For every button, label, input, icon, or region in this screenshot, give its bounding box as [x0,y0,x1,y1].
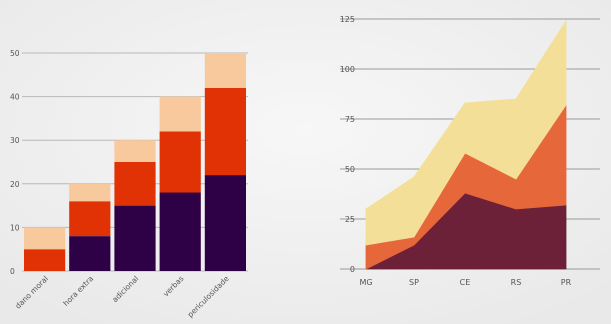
bar-chart-y-ticks: 0 10 20 30 40 50 [10,49,20,276]
area-y-tick-label: 75 [345,115,355,124]
bar-y-tick-label: 20 [10,180,20,189]
bar-segment [159,131,201,193]
bar-segment [24,249,66,271]
bar-y-tick-label: 30 [10,136,20,145]
bar-y-tick-label: 0 [10,267,15,276]
bar-segment [204,175,246,271]
area-x-tick-label: CE [460,278,471,287]
bar-segment [204,87,246,176]
bar-y-tick-label: 10 [10,223,20,232]
stacked-area-chart: 0 25 50 75 100 125 MG SP CE RS PR [340,15,600,287]
bar-segment [114,140,156,162]
bar-segment [159,192,201,271]
area-y-tick-label: 100 [340,65,355,74]
bar-segment [114,162,156,206]
bar-segment [69,236,111,271]
area-x-tick-label: PR [561,278,572,287]
bar-segment [69,183,111,202]
area-x-tick-label: MG [359,278,372,287]
bar-segment [159,96,201,132]
area-x-tick-label: SP [409,278,419,287]
area-y-tick-label: 125 [340,15,355,24]
area-y-tick-label: 50 [345,165,355,174]
area-chart-x-ticks: MG SP CE RS PR [359,278,571,287]
area-y-tick-label: 25 [345,215,355,224]
area-chart-y-ticks: 0 25 50 75 100 125 [340,15,355,274]
bar-segment [114,205,156,271]
bar-y-tick-label: 40 [10,93,20,102]
area-x-tick-label: RS [511,278,522,287]
area-series-3 [365,19,567,246]
bar-segment [69,201,111,237]
bar-y-tick-label: 50 [10,49,20,58]
area-chart-series [365,19,567,270]
bar-segment [204,53,246,88]
area-y-tick-label: 0 [350,265,355,274]
bar-chart-bars [24,53,246,271]
bar-segment [24,227,66,250]
